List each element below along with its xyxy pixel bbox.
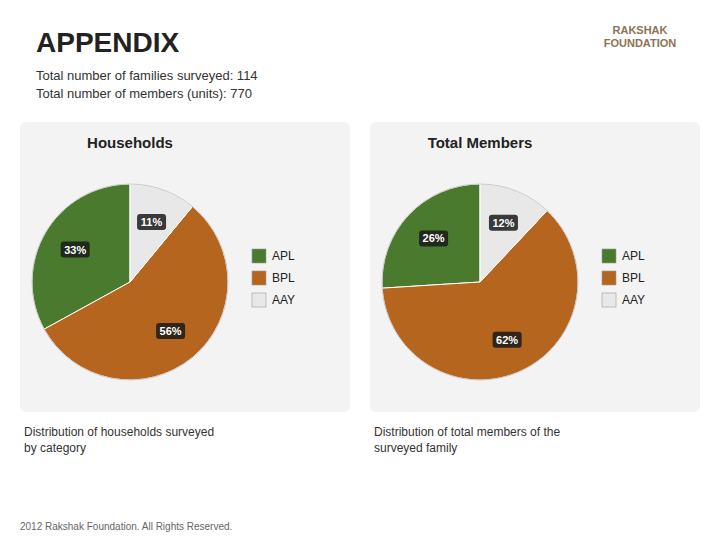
data-label: 26% (423, 232, 445, 244)
page-footer: 2012 Rakshak Foundation. All Rights Rese… (20, 521, 232, 532)
legend-entry: BPL (622, 271, 645, 285)
logo-text-line: FOUNDATION (604, 37, 677, 49)
legend-entry: AAY (272, 293, 295, 307)
legend-swatch (602, 271, 616, 285)
legend-swatch (252, 249, 266, 263)
pie-slice (130, 184, 192, 282)
legend-entry: BPL (272, 271, 295, 285)
background (0, 0, 720, 540)
pie-panel: Households 33% 56% 11% APL BPL AAY Distribution… (20, 122, 350, 455)
panel-background (20, 122, 350, 412)
pie-title: Households (87, 134, 173, 151)
legend-entry: AAY (622, 293, 645, 307)
data-label: 12% (492, 217, 514, 229)
legend-swatch (252, 271, 266, 285)
data-label: 62% (496, 334, 518, 346)
logo-text-line: RAKSHAK (613, 24, 668, 36)
legend-swatch (252, 293, 266, 307)
legend-entry: APL (272, 249, 295, 263)
pie-outline (32, 184, 228, 380)
page-subtitle: Total number of families surveyed: 114 (36, 68, 258, 83)
data-label-box (61, 242, 90, 258)
caption: Distribution of total members of the surv… (374, 425, 560, 455)
pie-slice (382, 184, 480, 288)
page-title: APPENDIX (36, 27, 179, 58)
caption-line: Distribution of total members of the (374, 425, 560, 439)
data-label: 33% (64, 244, 86, 256)
legend-swatch (602, 293, 616, 307)
pie-outline (382, 184, 578, 380)
data-label-box (493, 332, 522, 348)
legend-entry: APL (622, 249, 645, 263)
caption: Distribution of households surveyed by ca… (24, 425, 214, 455)
caption-line: by category (24, 441, 86, 455)
pie-title: Total Members (428, 134, 533, 151)
pie-panel: Total Members 26% 62% 12% APL BPL AAY Distribut… (370, 122, 700, 455)
caption-line: surveyed family (374, 441, 457, 455)
legend-swatch (602, 249, 616, 263)
data-label-box (156, 323, 185, 339)
data-label: 56% (160, 325, 182, 337)
data-label-box (137, 214, 166, 230)
chart-root: APPENDIX Total number of families surveye… (0, 0, 720, 540)
caption-line: Distribution of households surveyed (24, 425, 214, 439)
panel-background (370, 122, 700, 412)
data-label-box (489, 215, 518, 231)
page-subtitle: Total number of members (units): 770 (36, 86, 252, 101)
pie-slice (480, 184, 547, 282)
data-label: 11% (141, 216, 163, 228)
data-label-box (419, 230, 448, 246)
logo-text: RAKSHAKFOUNDATION (604, 24, 677, 49)
